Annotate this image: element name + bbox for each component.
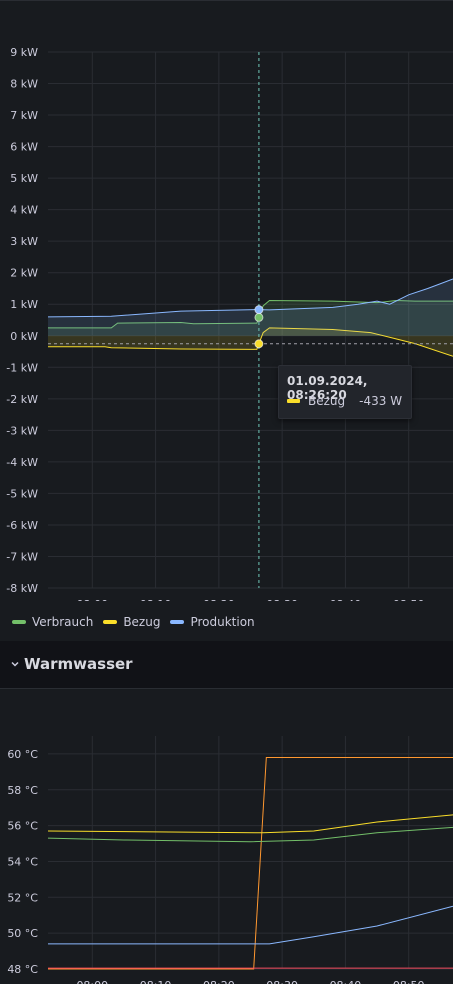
y-tick-label: 0 kW (10, 330, 38, 343)
water-panel: 60 °C 58 °C 56 °C 54 °C 52 °C 50 °C 48 °C 08:00… (0, 688, 453, 984)
series-line (48, 757, 453, 970)
series-line (47, 278, 453, 318)
y-tick-label: -3 kW (6, 424, 38, 437)
y-tick-label: 1 kW (10, 298, 38, 311)
legend-label: Produktion (190, 615, 255, 629)
x-tick-label: 08:30 (266, 979, 298, 984)
x-tick-label: 08:30 (266, 598, 298, 601)
x-tick-label: 08:00 (76, 598, 108, 601)
hover-point (254, 305, 264, 315)
x-tick-label: 08:40 (330, 979, 362, 984)
legend-item-bezug[interactable]: Bezug (103, 615, 160, 629)
x-tick-label: 08:00 (76, 979, 108, 984)
series-line (48, 299, 453, 329)
y-tick-label: 50 °C (7, 927, 38, 940)
tooltip-swatch (287, 399, 300, 403)
y-tick-label: 60 °C (7, 748, 38, 761)
hover-point (254, 312, 264, 322)
y-tick-label: 7 kW (10, 109, 38, 122)
y-tick-label: 56 °C (7, 820, 38, 833)
tooltip-value: -433 W (359, 394, 403, 408)
tooltip-row: Bezug -433 W (287, 394, 402, 408)
chevron-down-icon[interactable] (8, 657, 22, 671)
y-tick-label: 6 kW (10, 141, 38, 154)
y-tick-label: -1 kW (6, 361, 38, 374)
water-chart[interactable]: 60 °C 58 °C 56 °C 54 °C 52 °C 50 °C 48 °C 08:00… (0, 689, 453, 984)
y-tick-label: 5 kW (10, 172, 38, 185)
row-title: Warmwasser (24, 655, 133, 673)
legend-swatch (103, 620, 118, 624)
legend-label: Verbrauch (32, 615, 94, 629)
y-tick-label: 9 kW (10, 46, 38, 59)
y-tick-label: -2 kW (6, 393, 38, 406)
x-tick-label: 08:50 (393, 598, 425, 601)
legend-item-produktion[interactable]: Produktion (170, 615, 255, 629)
series-line (48, 905, 453, 945)
hover-point (254, 339, 264, 349)
chart-tooltip: 01.09.2024, 08:26:20 Bezug -433 W (278, 365, 412, 419)
legend-swatch (12, 620, 26, 624)
y-tick-label: -7 kW (6, 550, 38, 563)
y-tick-label: 58 °C (7, 784, 38, 797)
y-tick-label: -5 kW (6, 487, 38, 500)
series-line (47, 814, 453, 834)
y-tick-label: 54 °C (7, 855, 38, 868)
power-panel: 9 kW 8 kW 7 kW 6 kW 5 kW 4 kW 3 kW 2 kW 1 kW 0 kW… (0, 0, 453, 629)
x-tick-label: 08:50 (393, 979, 425, 984)
y-tick-label: -8 kW (6, 582, 38, 595)
chart-legend: Verbrauch Bezug Produktion (12, 615, 255, 629)
x-tick-label: 08:20 (203, 598, 235, 601)
y-tick-label: 8 kW (10, 78, 38, 91)
series-area (48, 279, 453, 336)
power-chart[interactable]: 9 kW 8 kW 7 kW 6 kW 5 kW 4 kW 3 kW 2 kW 1 kW 0 kW… (0, 1, 453, 601)
tooltip-series: Bezug (308, 394, 346, 408)
y-tick-label: 3 kW (10, 235, 38, 248)
y-tick-label: -6 kW (6, 519, 38, 532)
legend-item-verbrauch[interactable]: Verbrauch (12, 615, 93, 629)
series-area (48, 300, 453, 336)
x-tick-label: 08:10 (140, 598, 172, 601)
x-tick-label: 08:40 (330, 598, 362, 601)
y-tick-label: 52 °C (7, 891, 38, 904)
x-tick-label: 08:20 (203, 979, 235, 984)
series-area (48, 327, 453, 357)
legend-swatch (170, 620, 185, 624)
legend-label: Bezug (123, 615, 161, 629)
y-tick-label: 2 kW (10, 267, 38, 280)
y-tick-label: 4 kW (10, 204, 38, 217)
x-tick-label: 08:10 (140, 979, 172, 984)
tooltip-time: 01.09.2024, 08:26:20 (287, 374, 368, 402)
y-tick-label: 48 °C (7, 963, 38, 976)
y-tick-label: -4 kW (6, 456, 38, 469)
row-header-warmwasser[interactable]: Warmwasser (0, 641, 453, 687)
series-line (47, 826, 453, 843)
series-line (48, 327, 453, 357)
